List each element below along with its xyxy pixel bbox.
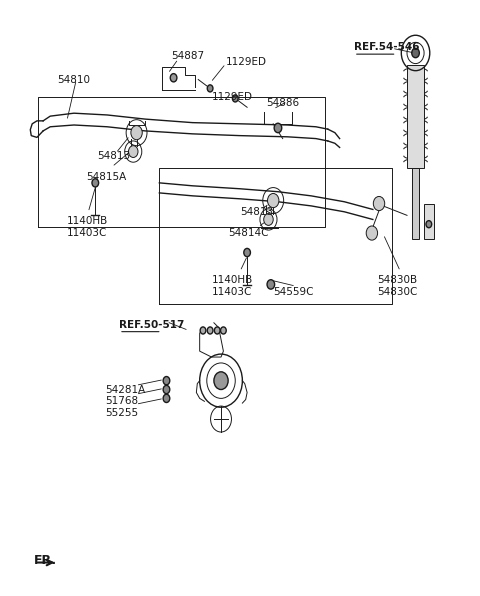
Circle shape	[373, 197, 384, 210]
Circle shape	[232, 95, 238, 102]
Circle shape	[163, 394, 170, 402]
Text: 1129ED: 1129ED	[212, 92, 252, 103]
Circle shape	[207, 85, 213, 92]
Text: 54887: 54887	[171, 51, 204, 61]
Text: 54830B: 54830B	[378, 275, 418, 285]
Text: 54281A: 54281A	[105, 384, 145, 395]
Text: 54886: 54886	[266, 98, 299, 108]
Circle shape	[214, 372, 228, 390]
Circle shape	[426, 221, 432, 228]
Bar	[407, 65, 424, 168]
Circle shape	[244, 249, 251, 257]
Text: REF.54-546: REF.54-546	[354, 42, 420, 52]
Text: REF.50-517: REF.50-517	[119, 319, 184, 330]
Text: 54814C: 54814C	[228, 228, 269, 238]
Text: 54815A: 54815A	[86, 172, 126, 182]
Circle shape	[200, 327, 206, 334]
Text: 1129ED: 1129ED	[226, 57, 267, 67]
Circle shape	[131, 126, 142, 139]
Text: FR.: FR.	[34, 554, 57, 567]
Text: 54810: 54810	[57, 74, 90, 85]
Circle shape	[220, 327, 226, 334]
Circle shape	[163, 386, 170, 393]
Circle shape	[92, 179, 98, 187]
Circle shape	[412, 48, 420, 58]
Text: 54830C: 54830C	[378, 287, 418, 297]
Circle shape	[163, 377, 170, 385]
Bar	[412, 168, 419, 239]
Text: 1140HB: 1140HB	[212, 275, 253, 285]
Circle shape	[267, 280, 275, 289]
Text: 11403C: 11403C	[212, 287, 252, 297]
Text: 55255: 55255	[105, 408, 138, 418]
Circle shape	[267, 194, 279, 207]
Circle shape	[366, 226, 378, 240]
Circle shape	[129, 145, 138, 157]
Text: 11403C: 11403C	[67, 228, 107, 238]
Bar	[424, 203, 433, 239]
Text: 54559C: 54559C	[273, 287, 314, 297]
Text: 54813: 54813	[240, 207, 273, 218]
Circle shape	[215, 327, 220, 334]
Text: 54813: 54813	[97, 151, 131, 162]
Circle shape	[274, 123, 282, 133]
Text: 51768: 51768	[105, 396, 138, 406]
Text: 1140HB: 1140HB	[67, 216, 108, 226]
Circle shape	[207, 327, 213, 334]
Circle shape	[264, 213, 273, 225]
Circle shape	[170, 74, 177, 82]
